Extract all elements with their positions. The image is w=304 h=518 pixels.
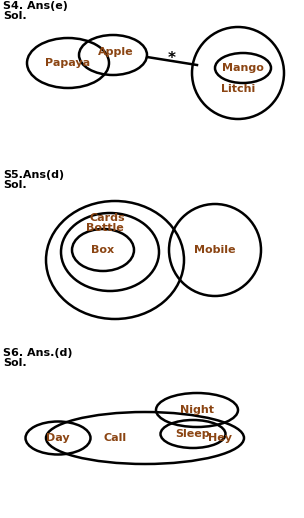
Text: Night: Night: [180, 405, 214, 415]
Text: S6. Ans.(d): S6. Ans.(d): [3, 348, 72, 358]
Text: S4. Ans(e): S4. Ans(e): [3, 1, 68, 11]
Text: Mobile: Mobile: [194, 245, 236, 255]
Text: Sol.: Sol.: [3, 180, 27, 190]
Text: Papaya: Papaya: [45, 58, 91, 68]
Text: Hey: Hey: [208, 433, 232, 443]
Text: Day: Day: [46, 433, 70, 443]
Text: Sol.: Sol.: [3, 11, 27, 21]
Text: Sol.: Sol.: [3, 358, 27, 368]
Text: Litchi: Litchi: [221, 84, 255, 94]
Text: Sleep: Sleep: [176, 429, 210, 439]
Text: Cards: Cards: [89, 213, 125, 223]
Text: Call: Call: [103, 433, 126, 443]
Text: S5.Ans(d): S5.Ans(d): [3, 170, 64, 180]
Text: *: *: [168, 50, 176, 65]
Text: Mango: Mango: [222, 63, 264, 73]
Text: Bottle: Bottle: [86, 223, 124, 233]
Text: Apple: Apple: [98, 47, 134, 57]
Text: Box: Box: [92, 245, 115, 255]
